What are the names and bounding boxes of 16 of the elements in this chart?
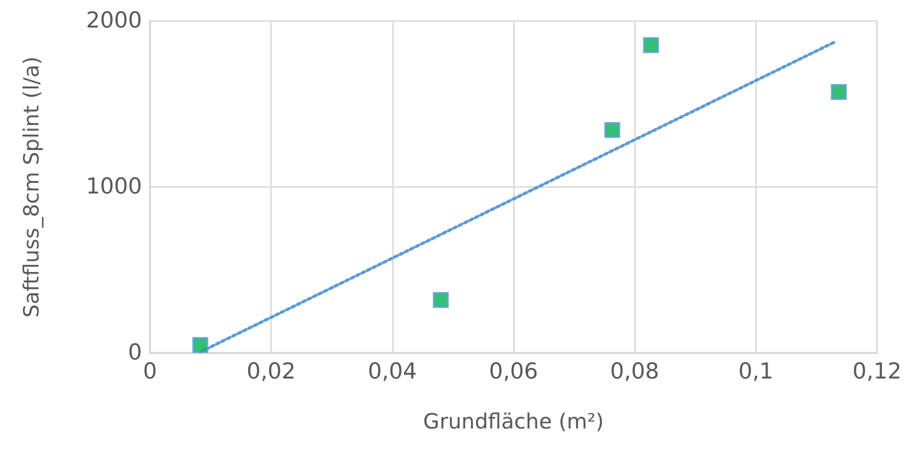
y-axis-title: Saftfluss_8cm Splint (l/a) xyxy=(20,56,44,318)
point xyxy=(830,84,847,100)
y-tick-label: 1000 xyxy=(86,174,142,200)
point xyxy=(643,37,660,54)
point xyxy=(604,122,620,138)
point xyxy=(192,337,208,354)
x-tick-label: 0,02 xyxy=(246,360,296,384)
y-tick-label: 0 xyxy=(128,340,142,366)
y-tick-label: 2000 xyxy=(86,8,142,34)
x-tick-label: 0,1 xyxy=(738,360,774,384)
x-tick-label: 0,06 xyxy=(489,360,538,384)
x-tick-label: 0,04 xyxy=(368,360,417,384)
point xyxy=(432,292,449,308)
x-tick-label: 0,08 xyxy=(610,360,660,384)
x-tick-label: 0,12 xyxy=(852,360,902,384)
x-axis-title: Grundfläche (m²) xyxy=(423,410,604,434)
